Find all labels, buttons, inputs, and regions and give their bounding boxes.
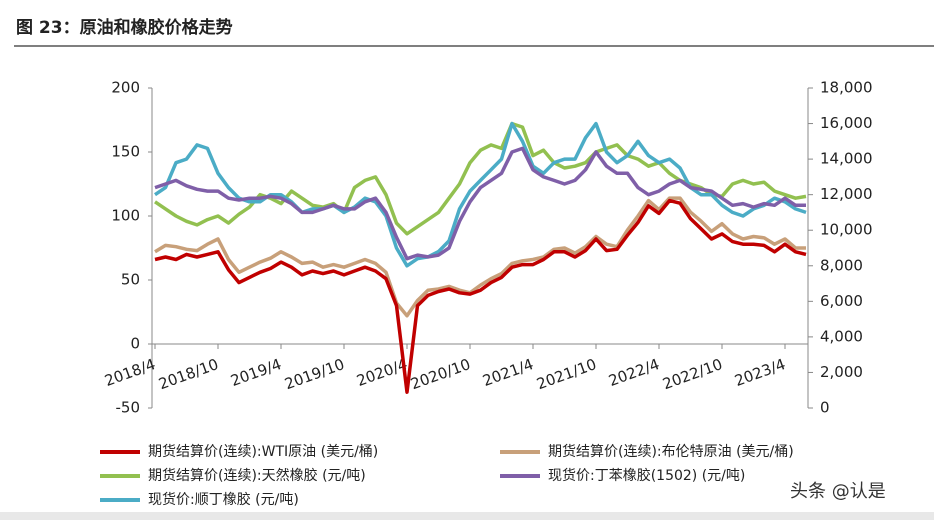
x-tick-label: 2023/4 (732, 355, 788, 390)
x-tick-label: 2018/4 (102, 355, 158, 390)
y2-tick-label: 4,000 (820, 327, 863, 345)
x-tick-label: 2019/10 (282, 355, 347, 393)
watermark: 头条 @认是 (790, 481, 886, 502)
y2-tick-label: 6,000 (820, 292, 863, 310)
x-tick-label: 2022/4 (606, 355, 662, 390)
legend-label: 期货结算价(连续):布伦特原油 (美元/桶) (548, 443, 794, 460)
y-tick-label: 100 (111, 207, 140, 225)
legend-label: 期货结算价(连续):天然橡胶 (元/吨) (148, 467, 366, 484)
legend-label: 现货价:丁苯橡胶(1502) (元/吨) (548, 467, 745, 484)
y2-tick-label: 16,000 (820, 114, 873, 132)
chart-title: 图 23：原油和橡胶价格走势 (16, 17, 233, 38)
footer-bar (0, 512, 934, 520)
legend-label: 现货价:顺丁橡胶 (元/吨) (148, 491, 299, 508)
x-tick-label: 2021/10 (534, 355, 599, 393)
y-tick-label: 200 (111, 79, 140, 97)
y-tick-label: 0 (130, 335, 140, 353)
y2-tick-label: 8,000 (820, 256, 863, 274)
y-tick-label: -50 (116, 399, 141, 417)
y2-tick-label: 18,000 (820, 79, 873, 97)
x-tick-label: 2021/4 (480, 355, 536, 390)
series-line (154, 121, 807, 268)
y2-tick-label: 0 (820, 399, 830, 417)
y2-tick-label: 12,000 (820, 185, 873, 203)
x-tick-label: 2018/10 (156, 355, 221, 393)
y2-tick-label: 2,000 (820, 363, 863, 381)
x-tick-label: 2020/10 (408, 355, 473, 393)
y2-tick-label: 10,000 (820, 221, 873, 239)
series-line (154, 198, 807, 394)
x-tick-label: 2022/10 (660, 355, 725, 393)
y2-tick-label: 14,000 (820, 150, 873, 168)
y-tick-label: 50 (121, 271, 140, 289)
series-line (154, 196, 806, 318)
x-tick-label: 2019/4 (228, 355, 284, 390)
y-tick-label: 150 (111, 143, 140, 161)
legend-label: 期货结算价(连续):WTI原油 (美元/桶) (148, 443, 378, 460)
series-line (154, 146, 806, 261)
